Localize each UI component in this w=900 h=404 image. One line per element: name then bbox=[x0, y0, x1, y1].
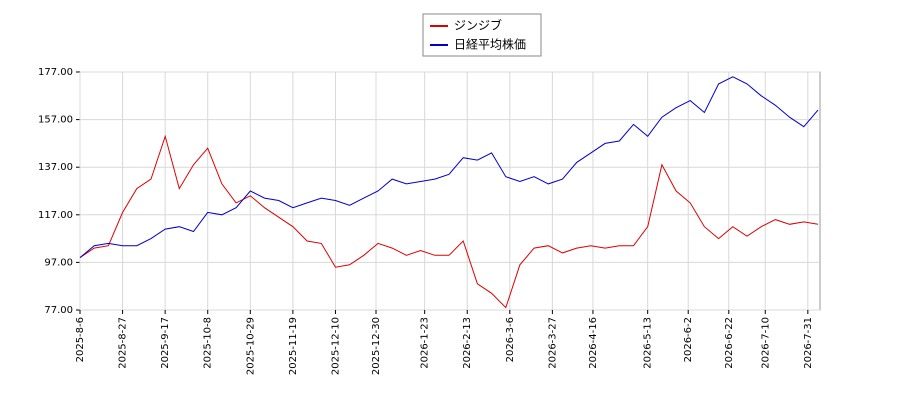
legend-label: 日経平均株価 bbox=[454, 37, 526, 52]
x-tick-label: 2026-6-22 bbox=[724, 317, 735, 369]
series-line bbox=[79, 134, 819, 309]
x-tick-label: 2025-9-17 bbox=[160, 317, 171, 369]
x-tick-label: 2025-12-10 bbox=[330, 317, 341, 375]
x-tick-label: 2026-5-13 bbox=[643, 317, 654, 369]
legend-box bbox=[422, 13, 542, 57]
x-tick-label: 2026-1-23 bbox=[420, 317, 431, 369]
series-line bbox=[79, 76, 819, 258]
y-tick-label: 77.00 bbox=[44, 305, 73, 316]
y-tick-label: 97.00 bbox=[44, 257, 73, 268]
y-tick-label: 137.00 bbox=[38, 162, 73, 173]
y-tick-label: 157.00 bbox=[38, 115, 73, 126]
y-tick-label: 117.00 bbox=[38, 210, 73, 221]
x-tick-label: 2026-6-2 bbox=[683, 317, 694, 362]
x-tick-label: 2025-12-30 bbox=[371, 317, 382, 375]
plot-frame bbox=[79, 71, 821, 311]
x-tick-label: 2026-2-13 bbox=[462, 317, 473, 369]
x-tick-label: 2026-3-27 bbox=[547, 317, 558, 369]
legend-label: ジンジブ bbox=[454, 18, 502, 33]
x-tick-label: 2026-7-31 bbox=[803, 317, 814, 369]
x-tick-label: 2025-8-27 bbox=[118, 317, 129, 369]
x-tick-label: 2026-7-10 bbox=[760, 317, 771, 369]
x-tick-label: 2026-3-6 bbox=[505, 317, 516, 362]
x-tick-label: 2025-10-8 bbox=[203, 317, 214, 369]
x-tick-label: 2026-4-16 bbox=[588, 317, 599, 369]
x-tick-label: 2025-8-6 bbox=[75, 317, 86, 362]
y-tick-label: 177.00 bbox=[38, 67, 73, 78]
x-tick-label: 2025-11-19 bbox=[288, 317, 299, 375]
x-tick-label: 2025-10-29 bbox=[245, 317, 256, 375]
